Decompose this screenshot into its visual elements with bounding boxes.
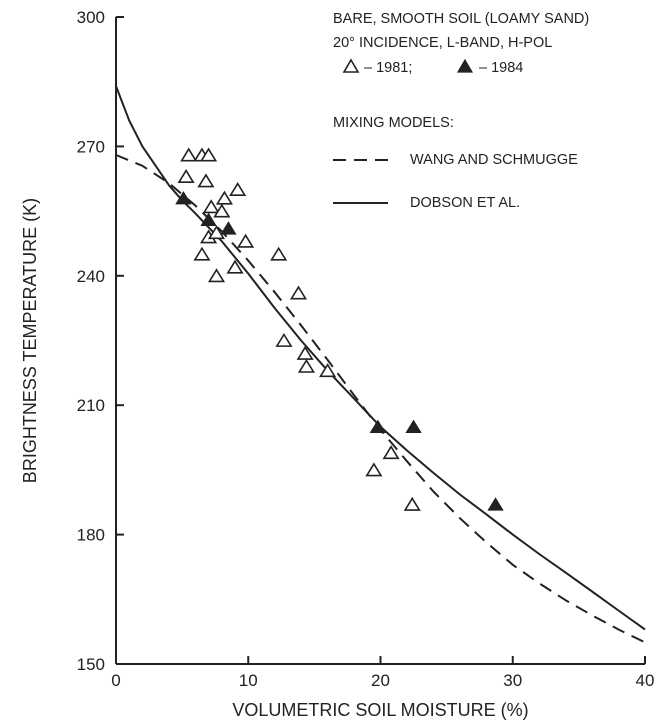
x-tick-label: 40	[636, 671, 655, 690]
data-point-1981	[226, 259, 244, 274]
data-point-1984	[487, 497, 504, 511]
data-point-1984	[369, 419, 387, 433]
legend-title-line2: 20° INCIDENCE, L-BAND, H-POL	[333, 35, 552, 51]
legend: BARE, SMOOTH SOIL (LOAMY SAND) 20° INCID…	[333, 11, 589, 211]
data-point-1981	[319, 363, 337, 378]
data-point-1981	[202, 199, 220, 214]
data-point-1981	[177, 169, 195, 184]
legend-filled-triangle-icon	[456, 58, 474, 73]
x-tick-label: 10	[239, 671, 258, 690]
x-tick-label: 0	[111, 671, 120, 690]
data-point-1981	[365, 462, 383, 477]
y-tick-label: 180	[77, 526, 105, 545]
data-point-1984	[200, 212, 217, 226]
x-tick-label: 20	[371, 671, 390, 690]
data-point-1981	[270, 246, 288, 261]
data-point-1981	[215, 190, 233, 205]
data-point-1981	[289, 285, 308, 300]
data-point-1981	[207, 268, 226, 283]
axis-ticks: 150 180 210 240 270 300 0 10 20 30 40	[77, 8, 655, 690]
data-point-1981	[275, 332, 293, 347]
data-point-1981	[207, 225, 226, 240]
data-point-1981	[193, 246, 211, 261]
data-point-1981	[403, 496, 421, 511]
data-point-1981	[213, 203, 231, 218]
data-point-1981	[237, 233, 255, 248]
data-point-1984	[220, 221, 237, 235]
x-axis-label: VOLUMETRIC SOIL MOISTURE (%)	[232, 700, 528, 720]
model-curves	[115, 85, 646, 644]
data-markers	[175, 147, 504, 511]
legend-title-line1: BARE, SMOOTH SOIL (LOAMY SAND)	[333, 11, 589, 27]
y-tick-label: 150	[77, 655, 105, 674]
y-tick-label: 270	[77, 137, 105, 156]
x-tick-label: 30	[503, 671, 522, 690]
legend-dashed-label: WANG AND SCHMUGGE	[410, 152, 578, 168]
data-point-1981	[296, 345, 314, 360]
data-point-1981	[297, 358, 315, 373]
data-point-1981	[229, 182, 247, 196]
legend-1984-label: – 1984	[479, 60, 523, 76]
y-axis-label: BRIGHTNESS TEMPERATURE (K)	[20, 198, 40, 483]
data-point-1981	[382, 445, 400, 460]
legend-1981-label: – 1981;	[364, 60, 412, 76]
legend-models-heading: MIXING MODELS:	[333, 115, 454, 131]
data-point-1981	[200, 147, 218, 162]
y-tick-label: 240	[77, 267, 105, 286]
data-point-1981	[180, 147, 198, 162]
data-point-1981	[197, 173, 215, 188]
wang-schmugge-curve	[115, 154, 646, 644]
legend-open-triangle-icon	[342, 58, 360, 73]
y-tick-label: 210	[77, 396, 105, 415]
data-point-1984	[405, 419, 422, 433]
y-tick-label: 300	[77, 8, 105, 27]
legend-solid-label: DOBSON ET AL.	[410, 195, 520, 211]
data-point-1984	[175, 191, 192, 205]
dobson-curve	[115, 85, 646, 631]
